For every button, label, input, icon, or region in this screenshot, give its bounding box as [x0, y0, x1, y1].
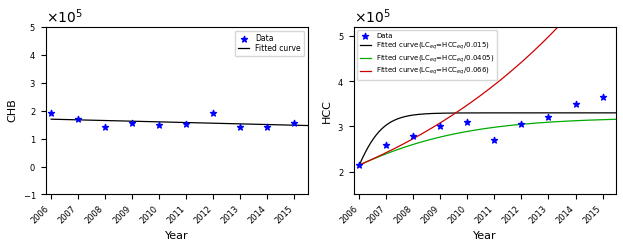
Fitted curve(LC$_{eq}$=HCC$_{eq}$/0.0405) [517, 123, 525, 126]
Fitted curve(LC$_{eq}$=HCC$_{eq}$/0.015) [517, 111, 525, 114]
Fitted curve(LC$_{eq}$=HCC$_{eq}$/0.0405) [439, 135, 447, 138]
Data [381, 143, 391, 147]
Fitted curve(LC$_{eq}$=HCC$_{eq}$/0.015) [386, 121, 394, 124]
Fitted curve [199, 122, 207, 124]
Fitted curve(LC$_{eq}$=HCC$_{eq}$/0.066) [542, 38, 549, 41]
Data [490, 138, 500, 142]
Data [208, 111, 218, 115]
Y-axis label: HCC: HCC [322, 99, 332, 123]
Legend: Data, Fitted curve: Data, Fitted curve [235, 31, 304, 56]
Fitted curve(LC$_{eq}$=HCC$_{eq}$/0.0405) [541, 121, 548, 124]
Data [127, 121, 137, 125]
Fitted curve(LC$_{eq}$=HCC$_{eq}$/0.015) [439, 112, 447, 115]
Data [408, 133, 418, 137]
Data [262, 125, 272, 129]
Data [435, 124, 445, 128]
Fitted curve(LC$_{eq}$=HCC$_{eq}$/0.015) [356, 163, 363, 166]
Fitted curve(LC$_{eq}$=HCC$_{eq}$/0.0405) [386, 151, 394, 154]
Fitted curve(LC$_{eq}$=HCC$_{eq}$/0.0405) [542, 121, 549, 124]
Fitted curve(LC$_{eq}$=HCC$_{eq}$/0.015) [457, 111, 465, 114]
Fitted curve [264, 123, 271, 126]
Y-axis label: CHB: CHB [7, 99, 17, 123]
Data [235, 124, 245, 128]
Fitted curve(LC$_{eq}$=HCC$_{eq}$/0.015) [542, 111, 549, 114]
Fitted curve [280, 124, 288, 126]
Line: Fitted curve(LC$_{eq}$=HCC$_{eq}$/0.015): Fitted curve(LC$_{eq}$=HCC$_{eq}$/0.015) [359, 113, 616, 165]
Data [155, 123, 164, 127]
Legend: Data, Fitted curve(LC$_{eq}$=HCC$_{eq}$/0.015), Fitted curve(LC$_{eq}$=HCC$_{eq}: Data, Fitted curve(LC$_{eq}$=HCC$_{eq}$/… [358, 30, 497, 80]
Data [74, 117, 83, 121]
Fitted curve(LC$_{eq}$=HCC$_{eq}$/0.066) [517, 61, 525, 64]
Fitted curve(LC$_{eq}$=HCC$_{eq}$/0.0405) [457, 131, 465, 134]
Fitted curve(LC$_{eq}$=HCC$_{eq}$/0.066) [356, 163, 363, 166]
Fitted curve [200, 122, 207, 124]
Data [290, 121, 300, 125]
Data [462, 120, 472, 124]
Data [571, 102, 581, 106]
Line: Fitted curve: Fitted curve [51, 119, 308, 125]
Fitted curve(LC$_{eq}$=HCC$_{eq}$/0.066) [439, 120, 447, 123]
X-axis label: Year: Year [473, 231, 497, 241]
Line: Fitted curve(LC$_{eq}$=HCC$_{eq}$/0.0405): Fitted curve(LC$_{eq}$=HCC$_{eq}$/0.0405… [359, 119, 616, 165]
Data [46, 111, 56, 115]
Data [516, 122, 526, 126]
Fitted curve(LC$_{eq}$=HCC$_{eq}$/0.015) [612, 111, 620, 114]
Fitted curve(LC$_{eq}$=HCC$_{eq}$/0.0405) [356, 163, 363, 166]
Line: Fitted curve(LC$_{eq}$=HCC$_{eq}$/0.066): Fitted curve(LC$_{eq}$=HCC$_{eq}$/0.066) [359, 0, 616, 165]
X-axis label: Year: Year [165, 231, 189, 241]
Data [543, 115, 553, 119]
Fitted curve(LC$_{eq}$=HCC$_{eq}$/0.066) [386, 149, 394, 152]
Data [597, 95, 607, 99]
Fitted curve(LC$_{eq}$=HCC$_{eq}$/0.0405) [612, 118, 620, 121]
Fitted curve(LC$_{eq}$=HCC$_{eq}$/0.015) [541, 111, 548, 114]
Data [354, 163, 364, 167]
Fitted curve [48, 118, 55, 121]
Fitted curve [304, 124, 312, 127]
Fitted curve [204, 122, 212, 124]
Fitted curve [47, 118, 55, 121]
Fitted curve(LC$_{eq}$=HCC$_{eq}$/0.066) [457, 108, 465, 111]
Data [181, 122, 191, 126]
Fitted curve(LC$_{eq}$=HCC$_{eq}$/0.066) [541, 39, 548, 42]
Data [100, 125, 110, 129]
